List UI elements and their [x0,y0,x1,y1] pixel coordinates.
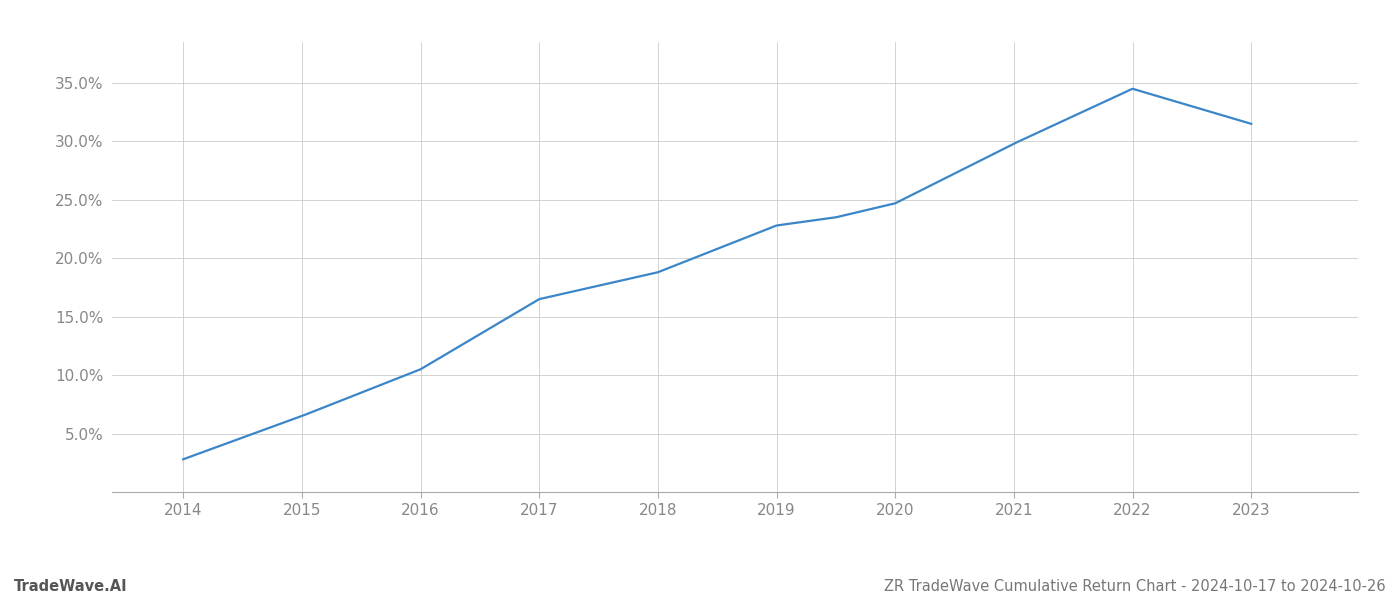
Text: ZR TradeWave Cumulative Return Chart - 2024-10-17 to 2024-10-26: ZR TradeWave Cumulative Return Chart - 2… [885,579,1386,594]
Text: TradeWave.AI: TradeWave.AI [14,579,127,594]
